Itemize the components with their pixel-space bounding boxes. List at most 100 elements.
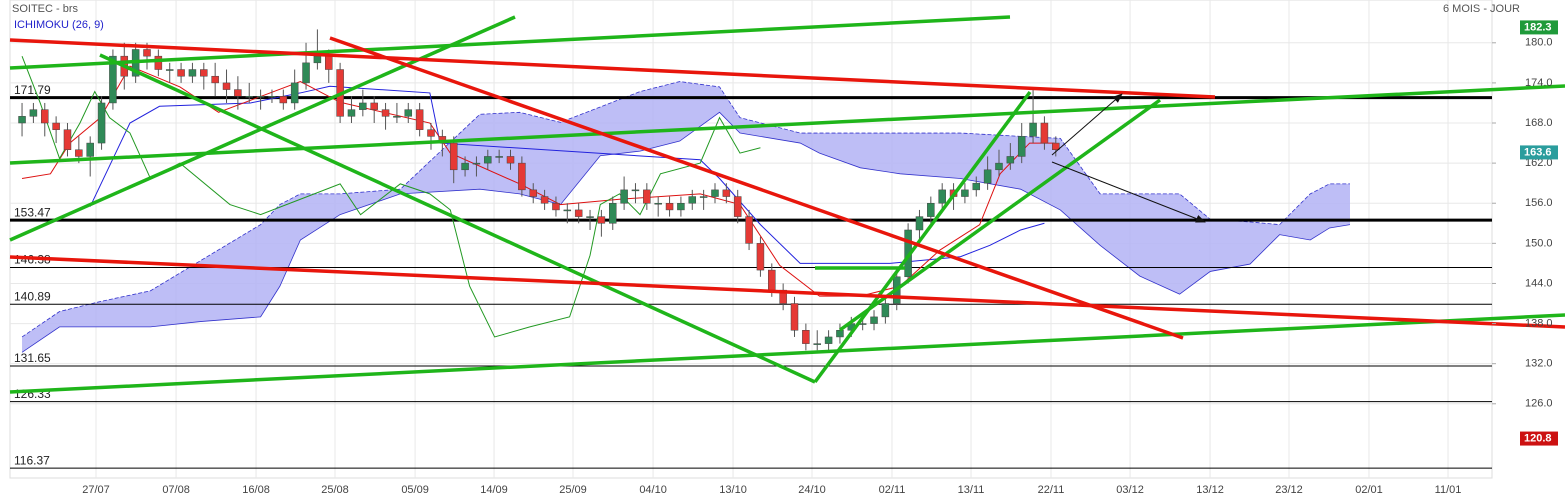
x-tick-label: 02/01: [1355, 484, 1383, 496]
candle-body: [506, 156, 515, 164]
trendline: [99, 53, 816, 384]
candle-body: [711, 189, 719, 197]
candle-body: [733, 196, 742, 217]
trendline: [838, 98, 1162, 332]
candle-body: [461, 162, 469, 171]
trendline: [329, 36, 1184, 340]
x-tick-label: 24/10: [798, 484, 826, 496]
y-tick-label: 144.0: [1525, 277, 1553, 289]
trendline: [9, 84, 1565, 165]
period-label: 6 MOIS - JOUR: [1443, 3, 1520, 15]
level-label: 131.65: [14, 351, 51, 365]
candle-body: [177, 69, 185, 77]
candle-body: [52, 122, 60, 130]
candle-body: [620, 189, 628, 204]
candle-body: [165, 69, 174, 71]
candle-body: [1052, 142, 1060, 151]
price-tag-label: 182.3: [1524, 21, 1552, 33]
y-tick-label: 174.0: [1525, 77, 1553, 89]
candle-body: [29, 109, 38, 117]
candle-body: [972, 182, 981, 191]
candle-body: [722, 189, 731, 197]
arrow: [1051, 93, 1123, 156]
x-tick-label: 02/11: [879, 484, 906, 496]
candle-body: [870, 316, 878, 324]
candle-body: [302, 62, 310, 84]
arrow: [1051, 161, 1206, 223]
candle-body: [881, 303, 890, 318]
level-label: 116.37: [14, 453, 50, 467]
candle-body: [211, 75, 219, 84]
candle-body: [756, 243, 765, 271]
cloud-upper: [21, 81, 1351, 338]
price-tag: [1520, 145, 1558, 160]
candle-body: [484, 156, 492, 164]
y-tick-label: 126.0: [1525, 398, 1553, 410]
y-tick-label: 132.0: [1525, 358, 1553, 370]
candle-body: [63, 129, 72, 151]
x-tick-label: 16/08: [242, 484, 270, 496]
candle-body: [86, 142, 94, 157]
candle-body: [370, 102, 378, 110]
candle-body: [824, 336, 833, 344]
candle-body: [256, 96, 265, 98]
candle-body: [938, 189, 946, 204]
candle-body: [279, 96, 288, 104]
y-tick-label: 180.0: [1525, 37, 1553, 49]
x-tick-label: 03/12: [1116, 484, 1144, 496]
candle-body: [1040, 122, 1049, 144]
y-tick-label: 162.0: [1525, 157, 1553, 169]
candle-body: [1029, 122, 1037, 137]
candle-body: [427, 129, 435, 137]
candle-body: [518, 162, 526, 191]
indicator-label: ICHIMOKU (26, 9): [14, 19, 104, 31]
candle-body: [836, 330, 844, 338]
x-tick-label: 13/11: [958, 484, 985, 496]
x-tick-label: 07/08: [162, 484, 190, 496]
candle-body: [154, 55, 163, 70]
candle-body: [415, 109, 424, 130]
price-tag-label: 120.8: [1524, 432, 1552, 444]
price-tag-label: 163.6: [1524, 146, 1552, 158]
x-tick-label: 25/08: [321, 484, 349, 496]
price-tag: [1520, 20, 1558, 35]
chart-title: SOITEC - brs: [12, 3, 79, 15]
level-label: 153.47: [14, 205, 51, 219]
candle-body: [381, 109, 390, 117]
candle-body: [961, 189, 969, 197]
candle-body: [1006, 156, 1015, 164]
x-tick-label: 25/09: [559, 484, 587, 496]
candle-body: [995, 162, 1003, 171]
cloud-lower: [21, 111, 1351, 353]
candle-body: [41, 109, 49, 124]
candle-body: [200, 69, 208, 77]
y-tick-label: 156.0: [1525, 197, 1553, 209]
kijun-line: [89, 85, 1045, 264]
candle-body: [552, 202, 560, 211]
candle-body: [643, 189, 651, 204]
y-tick-label: 138.0: [1525, 317, 1553, 329]
trendline: [9, 38, 1216, 99]
trendline: [813, 90, 1032, 384]
candle-body: [529, 189, 537, 197]
candle-body: [677, 202, 685, 211]
trendline: [9, 313, 1565, 394]
y-tick-label: 150.0: [1525, 237, 1553, 249]
axis-layer: 27/07 07/08 16/08 25/08 05/09 14/09 25/09 04/10…: [82, 20, 1558, 496]
trendlines: [9, 15, 1565, 394]
y-tick-label: 168.0: [1525, 117, 1553, 129]
candle-body: [449, 142, 458, 171]
candle-body: [563, 209, 572, 212]
x-tick-label: 22/11: [1038, 484, 1065, 496]
candle-body: [586, 216, 594, 218]
level-label: 171.79: [14, 83, 51, 97]
candle-body: [234, 89, 242, 97]
candle-body: [631, 189, 640, 192]
candle-body: [143, 49, 151, 57]
x-tick-label: 11/01: [1435, 484, 1462, 496]
x-tick-label: 27/07: [82, 484, 110, 496]
candle-body: [927, 202, 935, 217]
candle-body: [472, 162, 481, 165]
trendline: [9, 15, 1011, 70]
candle-body: [790, 303, 799, 331]
